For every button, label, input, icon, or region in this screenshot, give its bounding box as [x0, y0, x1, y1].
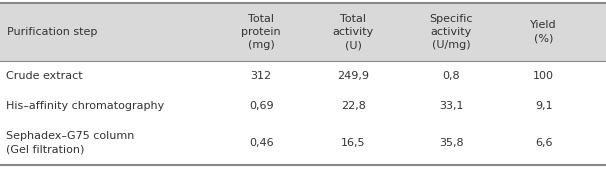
- Text: Crude extract: Crude extract: [6, 71, 82, 81]
- Text: 35,8: 35,8: [439, 138, 464, 148]
- Bar: [0, 91, 606, 121]
- Text: 0,8: 0,8: [442, 71, 461, 81]
- Text: Yield
(%): Yield (%): [530, 20, 557, 44]
- Text: Total
activity
(U): Total activity (U): [333, 14, 374, 50]
- Text: 33,1: 33,1: [439, 101, 464, 111]
- Text: 100: 100: [533, 71, 554, 81]
- Bar: [0, 3, 606, 61]
- Text: 6,6: 6,6: [535, 138, 552, 148]
- Text: 16,5: 16,5: [341, 138, 365, 148]
- Text: Sephadex–G75 column
(Gel filtration): Sephadex–G75 column (Gel filtration): [6, 131, 135, 155]
- Text: Total
protein
(mg): Total protein (mg): [241, 14, 281, 50]
- Text: 0,69: 0,69: [249, 101, 273, 111]
- Text: His–affinity chromatography: His–affinity chromatography: [6, 101, 164, 111]
- Text: Purification step: Purification step: [7, 27, 98, 37]
- Text: 0,46: 0,46: [249, 138, 273, 148]
- Text: 312: 312: [251, 71, 271, 81]
- Text: 9,1: 9,1: [534, 101, 553, 111]
- Bar: [0, 61, 606, 91]
- Text: 22,8: 22,8: [341, 101, 366, 111]
- Text: 249,9: 249,9: [338, 71, 369, 81]
- Bar: [0, 121, 606, 165]
- Text: Specific
activity
(U/mg): Specific activity (U/mg): [430, 14, 473, 50]
